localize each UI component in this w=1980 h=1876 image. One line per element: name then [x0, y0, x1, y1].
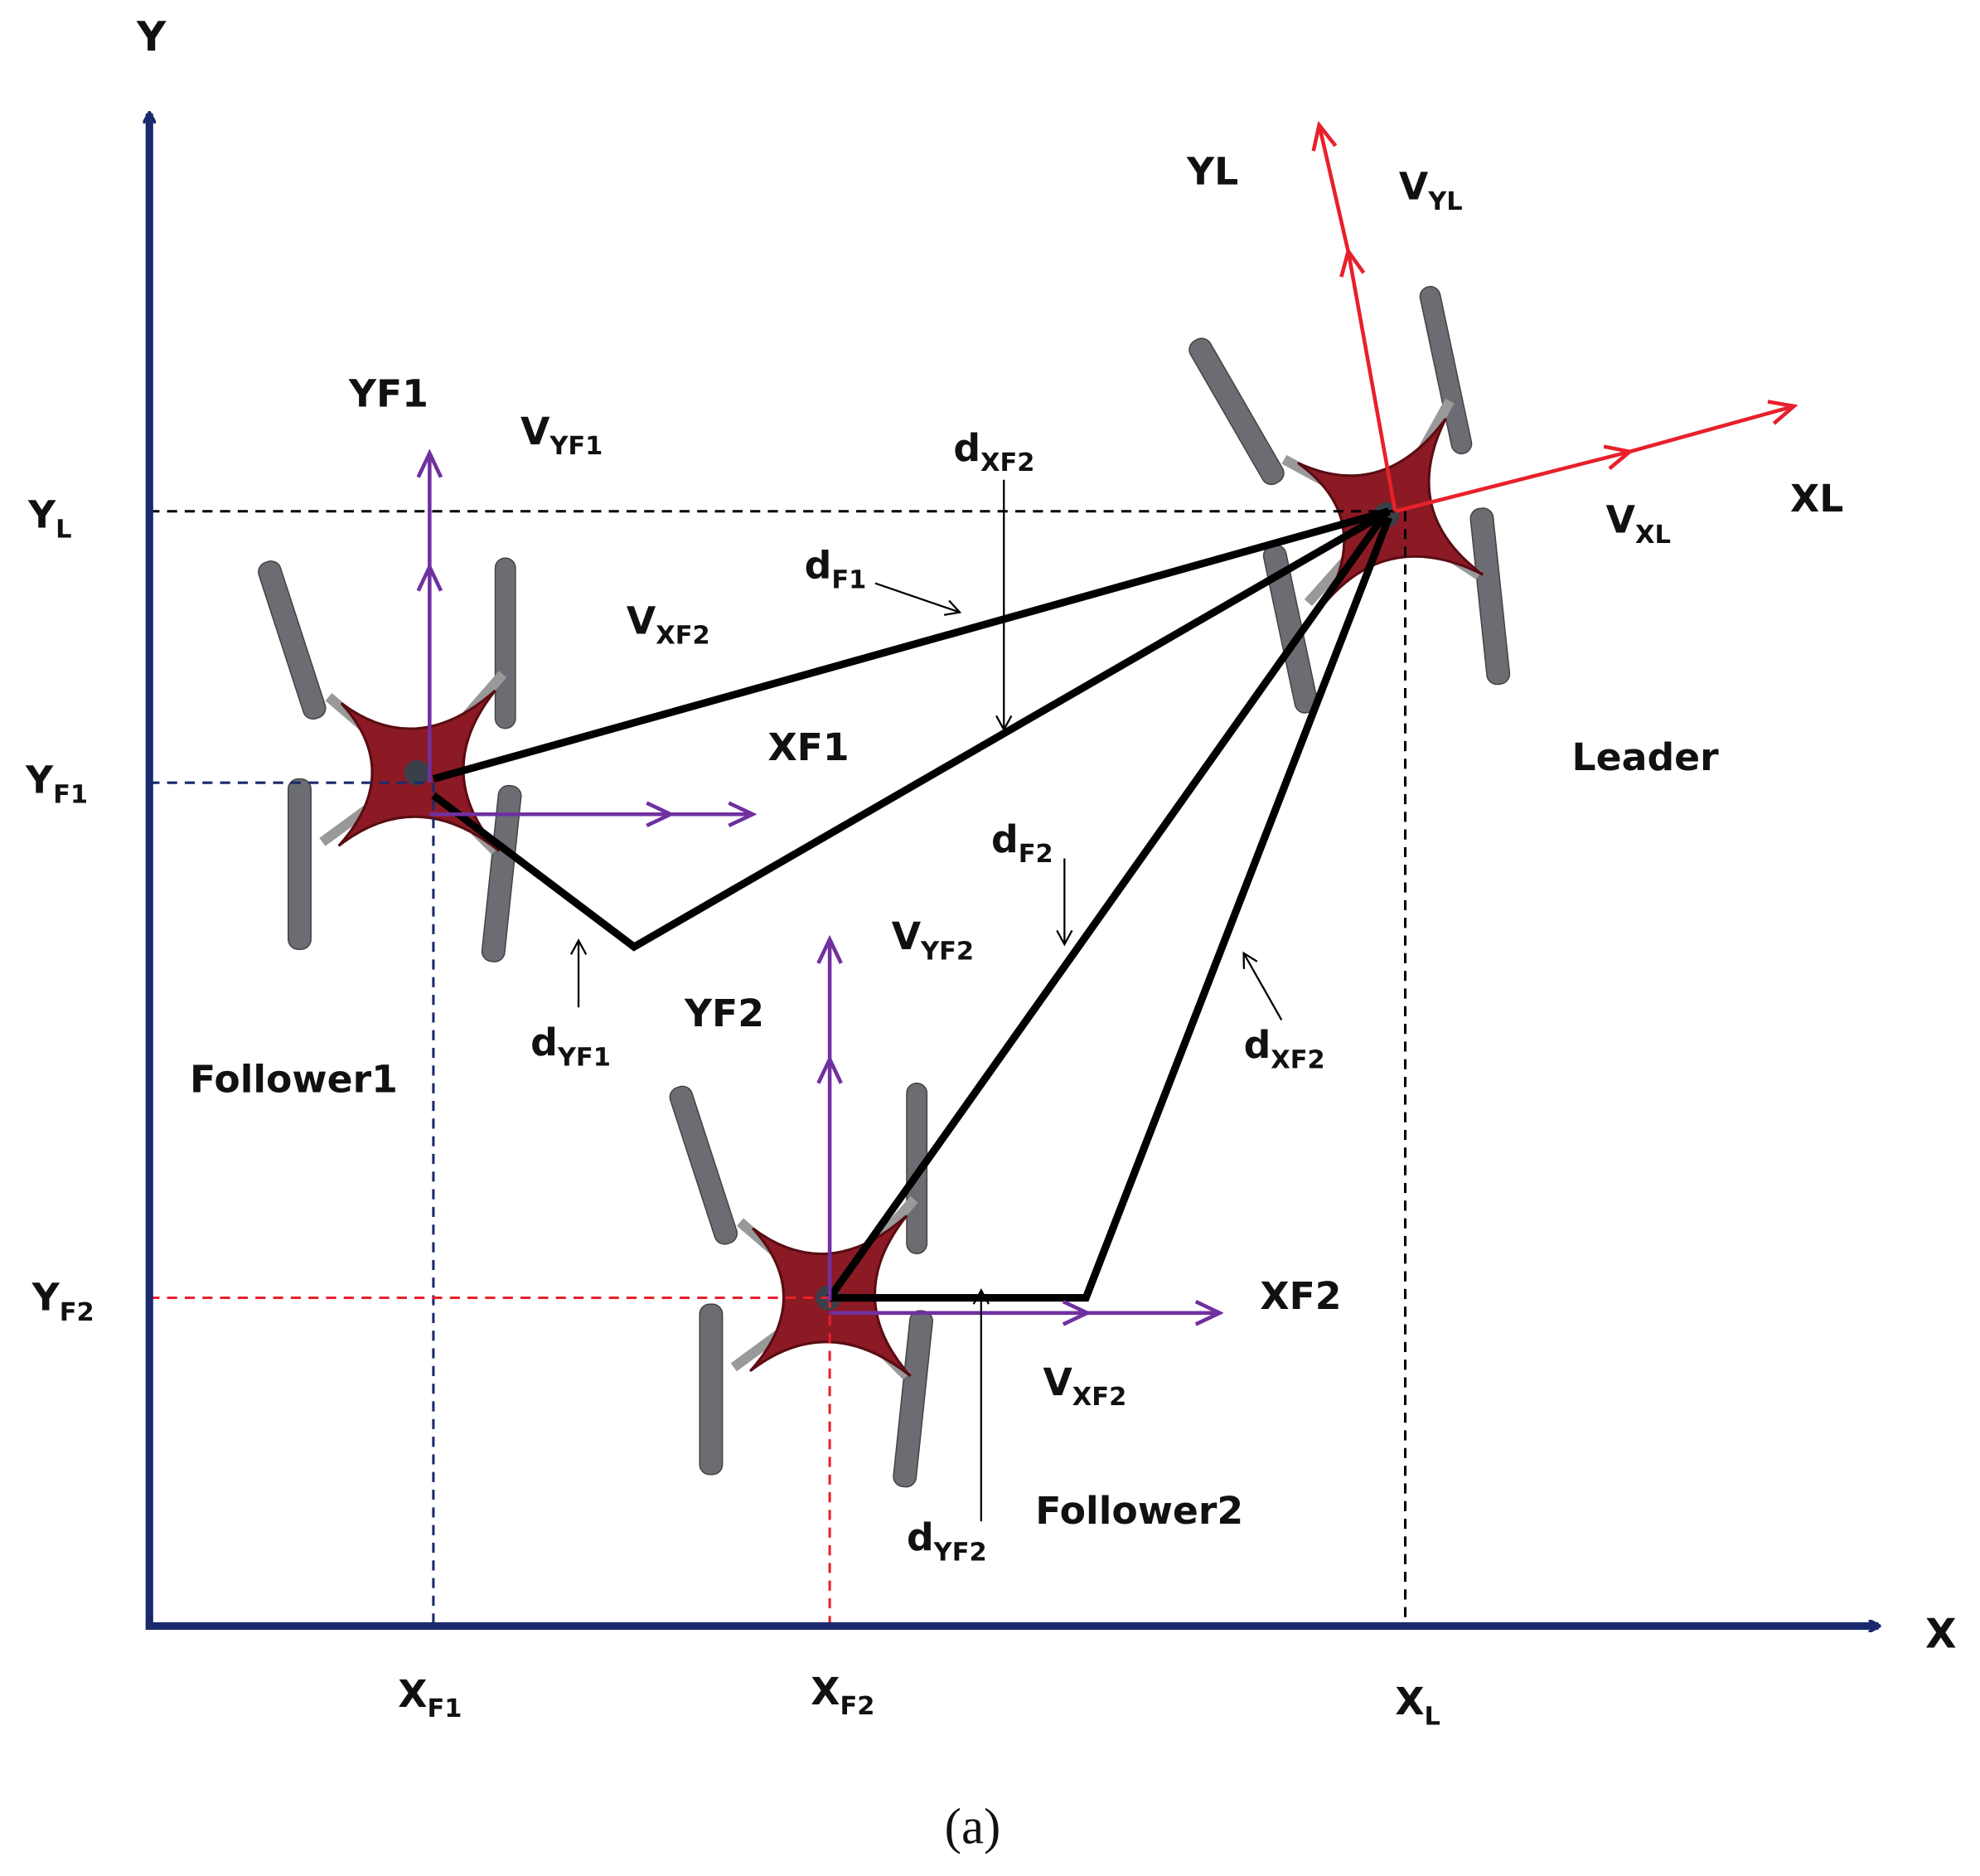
label-sub: XF2 [1271, 1045, 1324, 1074]
label-sub: XL [1635, 521, 1671, 550]
pointer-arrows [569, 479, 1283, 1522]
label: XF2 [811, 1670, 874, 1721]
label-main: XF1 [767, 725, 849, 769]
caption: (a) [945, 1799, 1001, 1854]
label-main: d [991, 817, 1019, 861]
label-main: YL [1186, 149, 1238, 193]
label-main: V [1399, 165, 1429, 209]
label-sub: F1 [53, 781, 88, 810]
label-main: Leader [1572, 735, 1720, 779]
label: VYF1 [520, 410, 603, 461]
leader-axes [1319, 126, 1793, 513]
label-main: d [530, 1020, 558, 1064]
label-main: X [398, 1672, 427, 1716]
label-main: V [892, 914, 922, 958]
label-sub: YL [1427, 187, 1462, 216]
axes [146, 114, 1879, 1626]
label-sub: YF1 [557, 1043, 611, 1072]
label-main: d [1244, 1023, 1271, 1067]
label-main: Y [27, 493, 56, 537]
x-axis-label: X [1925, 1611, 1957, 1657]
label-sub: XF2 [980, 448, 1034, 477]
label-main: V [627, 599, 656, 642]
label: dXF2 [1244, 1023, 1325, 1074]
label-sub: F1 [427, 1694, 462, 1723]
label-main: YF2 [684, 991, 764, 1035]
label-sub: YF2 [933, 1538, 987, 1567]
follower-axes [429, 454, 1218, 1313]
label-sub: XF2 [1072, 1383, 1126, 1412]
label-sub: F2 [840, 1692, 874, 1721]
label-sub: XF2 [656, 622, 709, 651]
label-main: XF2 [1260, 1274, 1341, 1318]
label: XL [1395, 1680, 1440, 1731]
label: VXL [1606, 498, 1671, 550]
label-main: X [811, 1670, 840, 1714]
label-main: V [1606, 498, 1636, 542]
leader-drone [1184, 284, 1529, 734]
label-sub: YF2 [920, 937, 974, 966]
label: YF2 [31, 1276, 94, 1327]
label-main: X [1395, 1680, 1424, 1723]
distance-lines [431, 507, 1392, 1302]
label: dYF2 [907, 1515, 987, 1567]
label-main: XL [1790, 477, 1843, 521]
label: YF1 [25, 758, 88, 809]
follower1-drone [256, 558, 522, 962]
label-main: d [953, 426, 980, 470]
label: dXF2 [953, 426, 1034, 477]
label-main: d [805, 543, 832, 587]
y-axis-label: Y [136, 14, 167, 61]
label: YL [1186, 149, 1238, 193]
label: XF1 [767, 725, 849, 769]
label-main: V [520, 410, 550, 453]
label-main: Y [25, 758, 54, 802]
label: YL [27, 493, 71, 545]
label-main: YF1 [348, 371, 428, 415]
label-main: V [1043, 1360, 1072, 1404]
label: XL [1790, 477, 1843, 521]
label-sub: L [56, 516, 71, 545]
follower2-drone [667, 1083, 933, 1488]
label-sub: L [1425, 1702, 1440, 1731]
label-sub: F2 [60, 1298, 94, 1327]
label-main: Y [31, 1276, 61, 1320]
label: VXF2 [627, 599, 710, 650]
label: YF1 [348, 371, 428, 415]
label: dF2 [991, 817, 1053, 869]
label-sub: F2 [1019, 840, 1053, 869]
label: VYF2 [892, 914, 974, 966]
label: dYF1 [530, 1020, 611, 1072]
label: XF1 [398, 1672, 462, 1723]
label: VYL [1399, 165, 1463, 216]
label-main: d [907, 1515, 934, 1559]
label: VXF2 [1043, 1360, 1126, 1412]
projections [149, 510, 1407, 1626]
label-main: Follower2 [1035, 1489, 1243, 1533]
label-sub: F1 [831, 566, 866, 595]
label: YF2 [684, 991, 764, 1035]
label-sub: YF1 [549, 432, 603, 461]
label-main: Follower1 [190, 1057, 398, 1101]
label: Follower1 [190, 1057, 398, 1101]
label: XF2 [1260, 1274, 1341, 1318]
label: dF1 [805, 543, 867, 594]
label: Follower2 [1035, 1489, 1243, 1533]
label: Leader [1572, 735, 1720, 779]
